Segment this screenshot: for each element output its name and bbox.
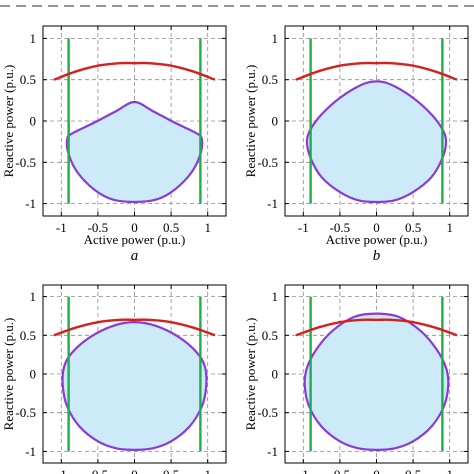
reactive-limit-curve — [53, 318, 216, 337]
x-tick-label-2: 0 — [373, 467, 380, 474]
x-tick-label-0: -1 — [298, 467, 309, 474]
y-tick-label-3: 0.5 — [20, 72, 36, 87]
y-axis-label: Reactive power (p.u.) — [1, 318, 16, 431]
y-tick-label-4: 1 — [30, 289, 37, 304]
y-tick-label-1: -0.5 — [15, 155, 36, 170]
subplot-a: -1 -0.5 0 0.5 1 -1 -0.5 0 0.5 1 Reactive power (p.… — [1, 25, 227, 264]
x-tick-label-1: -0.5 — [330, 220, 351, 235]
y-tick-label-2: 0 — [30, 114, 37, 129]
y-axis-label: Reactive power (p.u.) — [1, 65, 16, 178]
y-tick-label-2: 0 — [272, 367, 279, 382]
y-tick-label-3: 0.5 — [262, 328, 278, 343]
capability-region — [305, 80, 448, 204]
x-tick-label-3: 0.5 — [163, 467, 179, 474]
x-tick-label-0: -1 — [56, 467, 67, 474]
x-tick-label-2: 0 — [131, 220, 138, 235]
x-tick-label-4: 1 — [204, 220, 211, 235]
y-tick-label-1: -0.5 — [257, 155, 278, 170]
reactive-limit-curve — [295, 318, 458, 337]
x-tick-label-2: 0 — [131, 467, 138, 474]
y-tick-label-2: 0 — [272, 114, 279, 129]
capability-region — [61, 321, 208, 451]
x-tick-label-3: 0.5 — [163, 220, 179, 235]
y-tick-label-0: -1 — [25, 196, 36, 211]
y-tick-label-3: 0.5 — [20, 328, 36, 343]
x-tick-label-4: 1 — [204, 467, 211, 474]
x-tick-label-3: 0.5 — [405, 467, 421, 474]
reactive-limit-curve — [53, 61, 216, 81]
y-tick-label-0: -1 — [267, 444, 278, 459]
y-tick-label-0: -1 — [25, 444, 36, 459]
subplot-b: -1 -0.5 0 0.5 1 -1 -0.5 0 0.5 1 Reactive power (p.… — [243, 25, 469, 264]
capability-region — [303, 312, 450, 451]
x-tick-label-2: 0 — [373, 220, 380, 235]
y-tick-label-0: -1 — [267, 196, 278, 211]
capability-region — [65, 100, 204, 204]
x-tick-label-0: -1 — [56, 220, 67, 235]
x-tick-label-4: 1 — [446, 220, 453, 235]
y-axis-label: Reactive power (p.u.) — [243, 318, 258, 431]
x-axis-label: Active power (p.u.) — [326, 232, 428, 247]
y-tick-label-1: -0.5 — [15, 405, 36, 420]
subplot-d: -1 -0.5 0 0.5 1 -1 -0.5 0 0.5 1 Reactive power (p.… — [243, 284, 469, 474]
x-tick-label-1: -0.5 — [88, 467, 109, 474]
y-tick-label-4: 1 — [272, 31, 279, 46]
subplot-label: a — [131, 248, 139, 264]
subplot-c: -1 -0.5 0 0.5 1 -1 -0.5 0 0.5 1 Reactive power (p.… — [1, 284, 227, 474]
y-tick-label-1: -0.5 — [257, 405, 278, 420]
x-tick-label-3: 0.5 — [405, 220, 421, 235]
x-tick-label-1: -0.5 — [88, 220, 109, 235]
y-tick-label-4: 1 — [272, 289, 279, 304]
subplot-label: b — [373, 248, 381, 264]
x-axis-label: Active power (p.u.) — [84, 232, 186, 247]
y-axis-label: Reactive power (p.u.) — [243, 65, 258, 178]
x-tick-label-0: -1 — [298, 220, 309, 235]
y-tick-label-4: 1 — [30, 31, 37, 46]
x-tick-label-4: 1 — [446, 467, 453, 474]
reactive-limit-curve — [295, 61, 458, 81]
y-tick-label-3: 0.5 — [262, 72, 278, 87]
x-tick-label-1: -0.5 — [330, 467, 351, 474]
y-tick-label-2: 0 — [30, 367, 37, 382]
